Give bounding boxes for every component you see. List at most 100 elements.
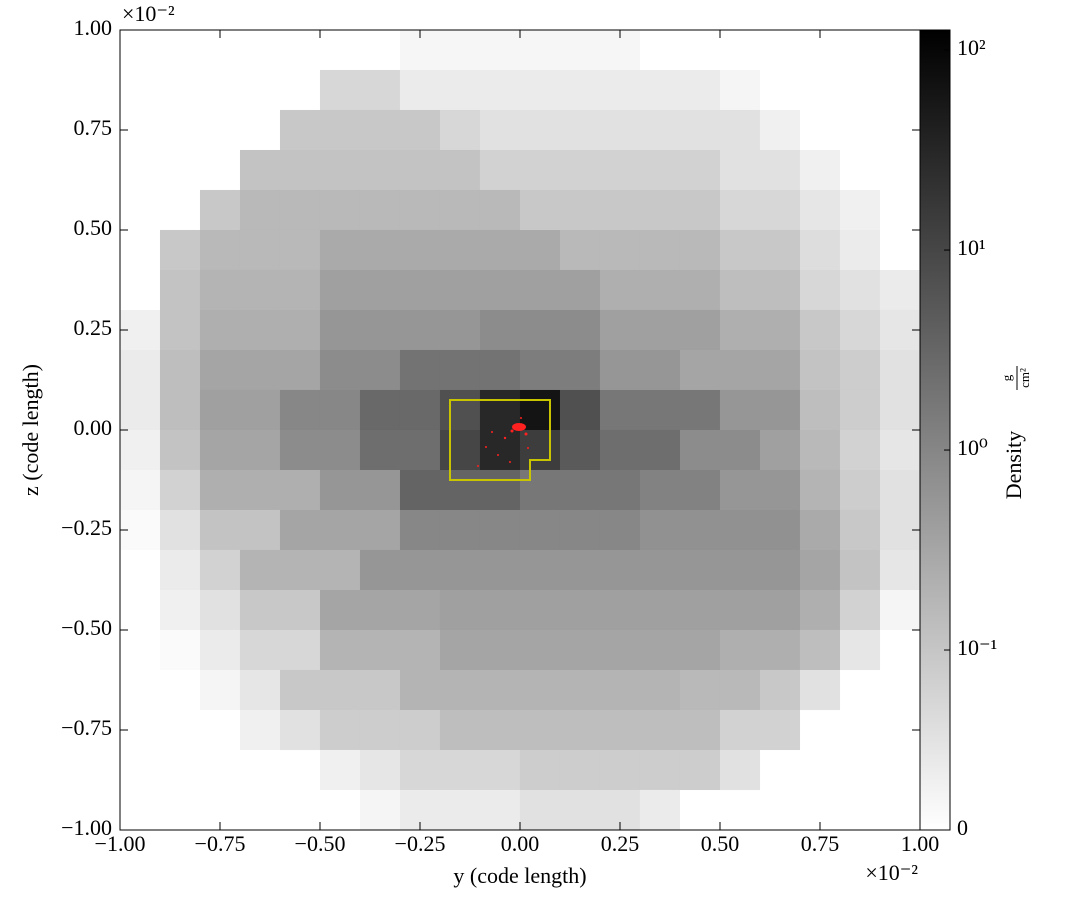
x-tick-label: −0.50 [295,831,346,856]
y-axis-label: z (code length) [18,364,43,496]
cell [759,549,801,591]
cell [599,269,641,311]
cell [559,629,601,671]
cell [359,69,401,111]
cell [719,429,761,471]
cell [239,629,281,671]
cell [479,229,521,271]
cell [399,389,441,431]
cell [559,349,601,391]
cell [159,229,201,271]
cell [559,789,601,831]
cell [319,349,361,391]
particle [527,447,529,449]
cell [559,269,601,311]
colorbar-label: Density g cm² [999,366,1032,499]
cell [879,469,921,511]
cell [159,269,201,311]
cell [839,469,881,511]
cell [799,309,841,351]
cell [679,589,721,631]
cell [559,149,601,191]
cell [239,549,281,591]
heatmap [119,29,921,831]
cell [599,429,641,471]
cell [559,69,601,111]
cell [719,589,761,631]
cell [359,349,401,391]
cell [479,189,521,231]
colorbar-unit-numerator: g [999,374,1014,381]
cell [159,629,201,671]
cell [759,389,801,431]
cell [239,149,281,191]
cell [639,669,681,711]
cell [199,469,241,511]
cell [879,269,921,311]
cell [599,189,641,231]
cell [519,349,561,391]
cell [639,309,681,351]
cell [719,229,761,271]
cell [559,229,601,271]
cell [599,149,641,191]
cell [599,69,641,111]
cell [439,149,481,191]
cell [679,109,721,151]
cell [399,229,441,271]
cell [519,509,561,551]
cell [519,109,561,151]
cell [519,429,561,471]
cell [679,629,721,671]
x-tick-label: −1.00 [95,831,146,856]
x-tick-label: 0.50 [701,831,740,856]
cell [319,509,361,551]
y-tick-label: −0.75 [61,715,112,740]
y-tick-label: 0.25 [74,315,113,340]
region-outline [449,399,551,481]
cell [719,349,761,391]
cell [359,389,401,431]
cell [799,349,841,391]
cell [439,29,481,71]
cell [359,309,401,351]
cell [199,349,241,391]
cell [879,349,921,391]
cell [559,589,601,631]
cell [639,269,681,311]
cell [639,589,681,631]
x-offset: ×10⁻² [865,860,918,885]
cell [119,389,161,431]
cell [199,229,241,271]
cell [679,749,721,791]
cell [679,389,721,431]
cell [639,189,681,231]
cell [839,509,881,551]
cell [559,109,601,151]
cell [239,229,281,271]
particle [497,454,499,456]
cell [839,629,881,671]
cell [279,429,321,471]
cell [319,669,361,711]
cell [519,269,561,311]
y-tick-label: 0.50 [74,215,113,240]
cell [719,709,761,751]
cell [519,69,561,111]
cell [479,509,521,551]
cell [599,709,641,751]
cell [479,749,521,791]
colorbar-title: Density [1001,431,1026,499]
cell [479,629,521,671]
x-axis-label: y (code length) [453,863,586,888]
cell [759,629,801,671]
cell [719,189,761,231]
cell [439,669,481,711]
cell [199,429,241,471]
particle [509,461,511,463]
cell [279,589,321,631]
cell [519,669,561,711]
cell [399,469,441,511]
particle-cluster [512,423,526,431]
cell [719,669,761,711]
